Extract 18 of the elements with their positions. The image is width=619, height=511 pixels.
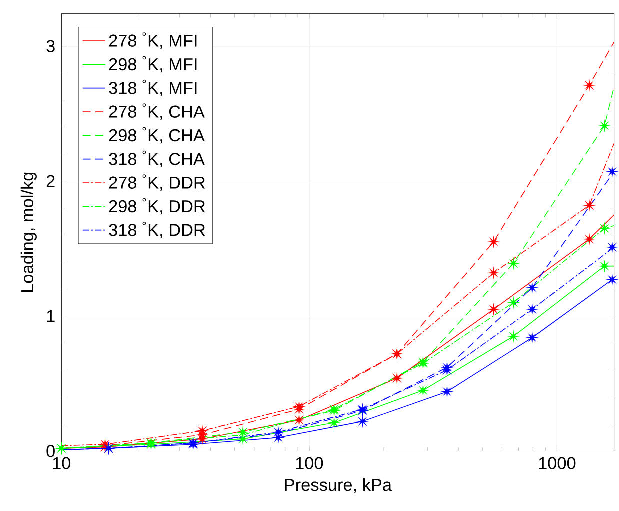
legend-label: 278 $^{°}$K, CHA — [109, 104, 205, 120]
legend-label: 278 $^{°}$K, MFI — [109, 32, 197, 50]
y-tick-label: 3 — [46, 40, 55, 52]
legend-label: 298 $^{°}$K, MFI — [109, 56, 197, 73]
legend-label: 298 $^{°}$K, CHA — [109, 127, 205, 144]
x-tick-label: 10 — [53, 457, 71, 470]
y-axis-title: Loading, mol/kg — [20, 172, 37, 292]
y-tick-label: 2 — [46, 175, 55, 188]
legend-label: 318 $^{°}$K, DDR — [109, 222, 206, 238]
x-tick-label: 100 — [296, 457, 324, 470]
x-tick-label: 1000 — [539, 457, 576, 470]
y-tick-label: 0 — [46, 445, 55, 458]
x-axis-title: Pressure, kPa — [285, 478, 392, 494]
y-tick-label: 1 — [47, 310, 55, 322]
legend-label: 298 $^{°}$K, DDR — [109, 198, 206, 215]
legend-label: 278 $^{°}$K, DDR — [109, 174, 206, 192]
legend-label: 318 $^{°}$K, CHA — [109, 150, 205, 168]
legend-label: 318 $^{°}$K, MFI — [109, 80, 197, 96]
